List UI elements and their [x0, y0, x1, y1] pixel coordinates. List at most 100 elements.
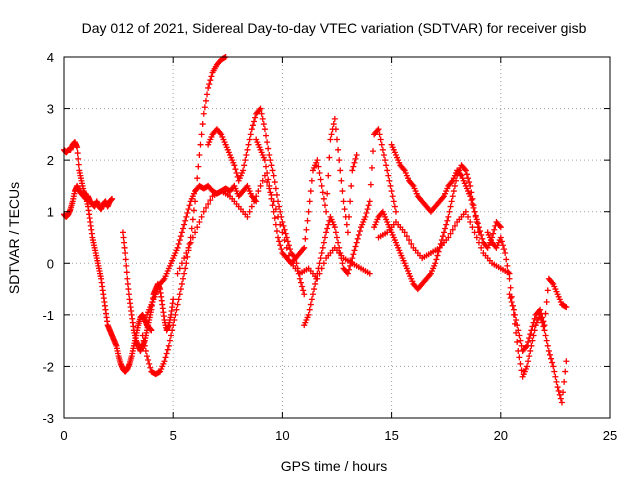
data-point — [316, 260, 323, 267]
data-point — [350, 163, 357, 170]
data-point — [353, 239, 360, 246]
y-tick-label: -3 — [42, 411, 54, 426]
data-point — [529, 323, 536, 330]
x-tick-label: 5 — [170, 428, 177, 443]
data-point — [337, 249, 344, 256]
data-point — [75, 161, 82, 168]
data-point — [326, 154, 333, 161]
data-point — [551, 368, 558, 375]
data-point — [170, 296, 177, 303]
data-point — [194, 224, 201, 231]
data-point — [205, 200, 212, 207]
data-point — [474, 220, 481, 227]
data-point — [165, 342, 172, 349]
data-point — [529, 337, 536, 344]
data-point — [141, 342, 148, 349]
data-point — [187, 239, 194, 246]
data-point — [177, 233, 184, 240]
data-point — [261, 126, 268, 133]
data-point — [180, 275, 187, 282]
data-point — [301, 244, 308, 251]
data-point — [257, 182, 264, 189]
data-point — [507, 295, 514, 302]
data-point — [176, 291, 183, 298]
data-point — [527, 331, 534, 338]
data-point — [363, 210, 370, 217]
data-point — [336, 244, 343, 251]
data-point — [246, 136, 253, 143]
data-point — [351, 247, 358, 254]
data-point — [273, 228, 280, 235]
data-point — [170, 322, 177, 329]
data-point — [471, 229, 478, 236]
data-point — [125, 291, 132, 298]
x-axis-label: GPS time / hours — [281, 458, 388, 474]
data-point — [265, 145, 272, 152]
data-point — [375, 126, 382, 133]
data-point — [433, 256, 440, 263]
data-point — [284, 238, 291, 245]
data-point — [297, 279, 304, 286]
data-point — [303, 226, 310, 233]
data-point — [385, 172, 392, 179]
data-point — [465, 175, 472, 182]
data-point — [554, 384, 561, 391]
data-point — [197, 141, 204, 148]
data-point — [501, 246, 508, 253]
data-point — [508, 298, 515, 305]
data-point — [437, 240, 444, 247]
data-point — [178, 280, 185, 287]
data-point — [304, 217, 311, 224]
data-point — [467, 219, 474, 226]
y-tick-label: 1 — [47, 205, 54, 220]
data-point — [340, 198, 347, 205]
data-point — [232, 166, 239, 173]
data-point — [323, 208, 330, 215]
y-tick-label: 4 — [47, 50, 54, 65]
data-point — [311, 286, 318, 293]
data-point — [278, 246, 285, 253]
data-point — [143, 353, 150, 360]
data-point — [293, 260, 300, 267]
data-point — [75, 155, 82, 162]
data-point — [499, 242, 506, 249]
data-point — [282, 230, 289, 237]
data-point — [201, 104, 208, 111]
data-point — [352, 155, 359, 162]
data-point — [545, 347, 552, 354]
data-point — [346, 266, 353, 273]
data-point — [331, 224, 338, 231]
data-point — [332, 229, 339, 236]
data-point — [446, 208, 453, 215]
data-point — [328, 131, 335, 138]
data-point — [124, 280, 131, 287]
data-point — [263, 163, 270, 170]
data-point — [445, 234, 452, 241]
data-point — [434, 252, 441, 259]
data-point — [119, 229, 126, 236]
data-point — [263, 132, 270, 139]
data-point — [432, 260, 439, 267]
data-point — [173, 306, 180, 313]
data-point — [314, 270, 321, 277]
data-point — [172, 311, 179, 318]
data-point — [448, 179, 455, 186]
data-point — [189, 216, 196, 223]
data-point — [543, 337, 550, 344]
data-point — [426, 271, 433, 278]
data-point — [268, 195, 275, 202]
data-point — [196, 151, 203, 158]
data-point — [527, 347, 534, 354]
data-point — [192, 229, 199, 236]
data-point — [74, 144, 81, 151]
data-point — [324, 225, 331, 232]
data-point — [174, 270, 181, 277]
data-point — [176, 265, 183, 272]
data-point — [231, 162, 238, 169]
data-point — [530, 332, 537, 339]
data-point — [540, 318, 547, 325]
data-point — [161, 358, 168, 365]
data-point — [121, 244, 128, 251]
data-point — [368, 164, 375, 171]
data-point — [475, 239, 482, 246]
